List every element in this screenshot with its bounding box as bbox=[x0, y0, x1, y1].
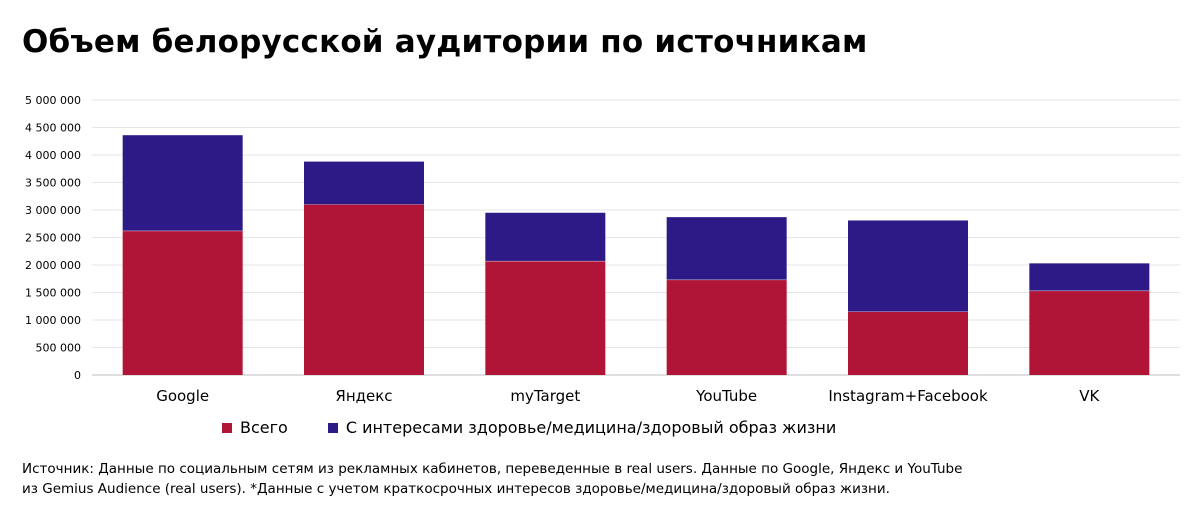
chart-title: Объем белорусской аудитории по источника… bbox=[22, 24, 868, 60]
y-tick-label: 3 000 000 bbox=[25, 204, 81, 217]
legend-label-health: С интересами здоровье/медицина/здоровый … bbox=[345, 418, 837, 437]
bar-total-3 bbox=[666, 279, 787, 375]
legend-swatch-total bbox=[222, 422, 232, 433]
y-tick-label: 1 500 000 bbox=[25, 287, 81, 300]
y-tick-label: 0 bbox=[74, 369, 81, 382]
x-tick-label: YouTube bbox=[695, 387, 757, 405]
source-line-2: из Gemius Audience (real users). *Данные… bbox=[22, 481, 890, 497]
legend-swatch-health bbox=[327, 422, 338, 433]
legend-item-health: С интересами здоровье/медицина/здоровый … bbox=[327, 418, 837, 437]
source-note: Источник: Данные по социальным сетям из … bbox=[22, 459, 1162, 499]
y-tick-label: 2 000 000 bbox=[25, 259, 81, 272]
bar-total-1 bbox=[304, 204, 424, 375]
x-tick-label: Google bbox=[156, 387, 209, 405]
y-tick-label: 4 500 000 bbox=[25, 122, 81, 135]
y-tick-label: 1 000 000 bbox=[25, 314, 81, 327]
bar-health-3 bbox=[666, 217, 787, 280]
stacked-bar-chart: 0 500 000 1 000 000 1 500 000 2 000 000 2 500… bbox=[25, 94, 1180, 405]
legend: Всего С интересами здоровье/медицина/здо… bbox=[222, 418, 836, 437]
bar-health-5 bbox=[1029, 263, 1150, 291]
bar-health-4 bbox=[848, 220, 968, 312]
source-line-1: Источник: Данные по социальным сетям из … bbox=[22, 461, 963, 477]
bar-health-1 bbox=[304, 161, 424, 205]
y-tick-label: 3 500 000 bbox=[25, 177, 81, 190]
bar-health-0 bbox=[122, 135, 243, 231]
bar-total-5 bbox=[1029, 290, 1150, 375]
bar-total-4 bbox=[848, 311, 968, 375]
bar-health-2 bbox=[485, 212, 606, 262]
bar-total-2 bbox=[485, 261, 606, 375]
legend-item-total: Всего bbox=[222, 418, 288, 437]
legend-label-total: Всего bbox=[240, 418, 288, 437]
y-tick-label: 5 000 000 bbox=[25, 94, 81, 107]
y-tick-label: 500 000 bbox=[36, 342, 82, 355]
y-tick-label: 4 000 000 bbox=[25, 149, 81, 162]
y-tick-label: 2 500 000 bbox=[25, 232, 81, 245]
bar-total-0 bbox=[122, 230, 243, 375]
x-tick-label: myTarget bbox=[510, 387, 580, 405]
x-tick-label: Яндекс bbox=[335, 387, 392, 405]
x-tick-label: Instagram+Facebook bbox=[828, 387, 988, 405]
x-tick-label: VK bbox=[1079, 387, 1100, 405]
